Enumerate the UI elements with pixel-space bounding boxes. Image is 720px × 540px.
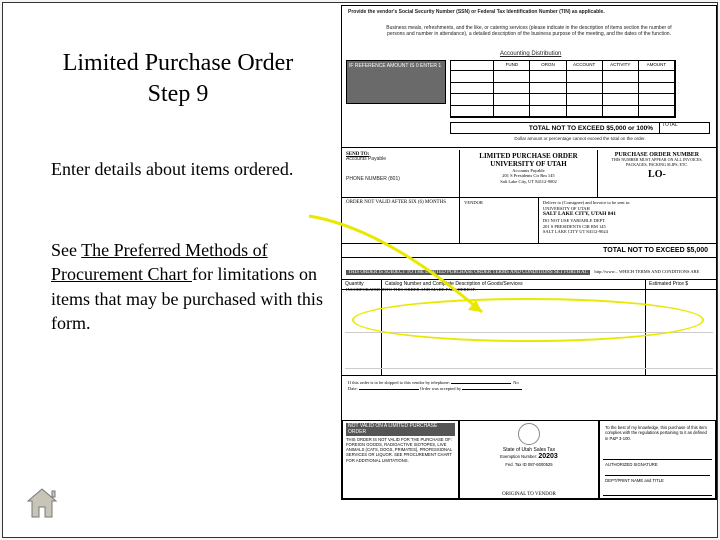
stub-text: IF REFERENCE AMOUNT IS 0 ENTER 1: [347, 61, 445, 71]
acct-hdr-2: ORGN: [530, 61, 566, 71]
body-text: See The Preferred Methods of Procurement…: [51, 238, 331, 335]
acct-hdr-3: ACCOUNT: [567, 61, 603, 71]
title-line2: Step 9: [148, 81, 209, 107]
tax-id: Fed. Tax ID 087-6000525: [463, 462, 595, 467]
deliv-city: SALT LAKE CITY, UTAH 841: [543, 211, 712, 218]
notvalid-box: NOT VALID ON A LIMITED PURCHASE ORDER TH…: [342, 420, 459, 499]
auth-name: DEPT/PRINT NAME and TITLE: [605, 475, 710, 483]
form-bottom: If this order is to be shipped to this v…: [342, 376, 716, 499]
items-hdr-desc: Catalog Number and Complete Description …: [382, 280, 646, 289]
items-header: Quantity Catalog Number and Complete Des…: [342, 280, 716, 290]
ship-note: If this order is to be shipped to this v…: [348, 380, 576, 392]
tax-box: State of Utah Sales Tax Exemption Number…: [459, 420, 599, 499]
acct-hdr-4: ACTIVITY: [603, 61, 639, 71]
acct-hdr-0: [451, 61, 494, 71]
form-top: Provide the vendor's Social Security Num…: [342, 6, 716, 148]
lo-prefix: LO-: [602, 169, 712, 180]
mid-header: SEND TO: Accounts Payable PHONE NUMBER (…: [342, 150, 716, 198]
subject-box: THIS ORDER IS SUBJECT TO THE LIMITED PUR…: [342, 258, 716, 280]
slide: Limited Purchase Order Step 9 Enter deta…: [2, 2, 718, 538]
title-line1: Limited Purchase Order: [63, 50, 294, 76]
orig-vendor: ORIGINAL TO VENDOR: [342, 492, 716, 497]
bottom-grid: NOT VALID ON A LIMITED PURCHASE ORDER TH…: [342, 420, 716, 499]
tax-num: 20203: [538, 453, 557, 460]
total-box: TOTAL: [659, 123, 709, 133]
tax-seal-icon: [518, 423, 540, 445]
items-body: [342, 290, 716, 376]
acct-hdr-1: FUND: [494, 61, 530, 71]
vendor-cell: VENDOR: [460, 198, 539, 244]
items-hdr-qty: Quantity: [342, 280, 382, 289]
po-num-sub: THIS NUMBER MUST APPEAR ON ALL INVOICES,…: [602, 158, 712, 167]
total-label: TOTAL NOT TO EXCEED $5,000 or 100%: [451, 125, 659, 132]
lpo-cell: LIMITED PURCHASE ORDER UNIVERSITY OF UTA…: [460, 150, 598, 198]
deliver-cell: Deliver to (Consignee) and Invoice to be…: [539, 198, 716, 244]
notvalid-hd: NOT VALID ON A LIMITED PURCHASE ORDER: [346, 423, 455, 436]
items-hdr-price: Estimated Price $: [646, 280, 716, 289]
home-icon[interactable]: [25, 487, 59, 519]
stub-box: IF REFERENCE AMOUNT IS 0 ENTER 1: [346, 60, 446, 104]
lpo-sub: UNIVERSITY OF UTAH: [464, 160, 593, 168]
tax-exemp: Exemption Number:: [500, 454, 537, 459]
lpo-title: LIMITED PURCHASE ORDER: [464, 152, 593, 160]
body-pre: See: [51, 240, 81, 260]
notexceed-text: TOTAL NOT TO EXCEED $5,000: [342, 246, 716, 254]
top-note: Provide the vendor's Social Security Num…: [348, 10, 710, 16]
po-num-cell: PURCHASE ORDER NUMBER THIS NUMBER MUST A…: [598, 150, 716, 198]
items-col-desc: [382, 290, 646, 375]
lpo-addr3: Salt Lake City, UT 84112-9002: [464, 179, 593, 184]
ship-b: Date:: [348, 386, 358, 391]
notvalid-after: ORDER NOT VALID AFTER SIX (6) MONTHS: [346, 200, 455, 205]
notexceed-row: TOTAL NOT TO EXCEED $5,000: [342, 246, 716, 258]
auth-box: To the best of my knowledge, this purcha…: [599, 420, 716, 499]
auth-text: To the best of my knowledge, this purcha…: [603, 423, 712, 460]
total-row: TOTAL NOT TO EXCEED $5,000 or 100% TOTAL: [450, 122, 710, 134]
phone-label: PHONE NUMBER (801): [346, 177, 455, 183]
sendto-cell: SEND TO: Accounts Payable PHONE NUMBER (…: [342, 150, 460, 198]
top-note2: Business meals, refreshments, and the li…: [382, 26, 676, 38]
ship-c: Order was accepted by: [420, 386, 461, 391]
intro-text: Enter details about items ordered.: [51, 158, 311, 181]
auth-sig: AUTHORIZED SIGNATURE: [605, 462, 710, 467]
notvalid-body: THIS ORDER IS NOT VALID FOR THE PURCHASE…: [346, 437, 455, 463]
ship-a: If this order is to be shipped to this v…: [348, 380, 450, 385]
left-column: Limited Purchase Order Step 9: [33, 48, 323, 110]
form-screenshot: Provide the vendor's Social Security Num…: [341, 5, 717, 500]
total-foot: Dollar amount or percentage cannot excee…: [450, 136, 710, 141]
vendor-label: VENDOR: [464, 200, 483, 205]
deliv-l3: SALT LAKE CITY UT 84112-9024: [543, 229, 712, 235]
subject-dark: THIS ORDER IS SUBJECT TO THE LIMITED PUR…: [346, 270, 590, 275]
acct-hdr-5: AMOUNT: [639, 61, 675, 71]
acct-table: FUND ORGN ACCOUNT ACTIVITY AMOUNT: [450, 60, 676, 118]
notvalid-cell: ORDER NOT VALID AFTER SIX (6) MONTHS: [342, 198, 460, 244]
acct-label: Accounting Distribution: [500, 51, 561, 58]
sendto-addr: Accounts Payable: [346, 157, 455, 163]
slide-title: Limited Purchase Order Step 9: [33, 48, 323, 110]
row2: ORDER NOT VALID AFTER SIX (6) MONTHS VEN…: [342, 198, 716, 244]
